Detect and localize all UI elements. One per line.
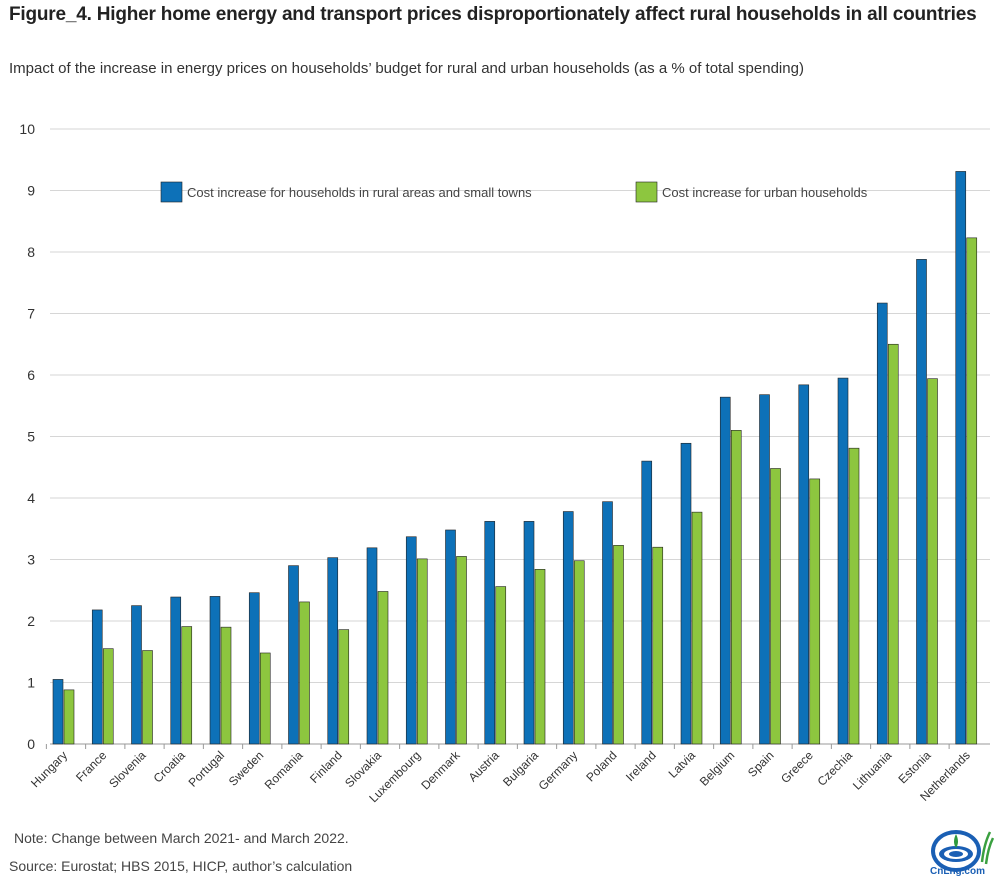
bar-urban: [299, 601, 310, 745]
bar-urban: [63, 689, 75, 745]
logo-text: CnLng.com: [930, 866, 985, 877]
bar-urban: [534, 569, 546, 745]
x-tick-label: Portugal: [186, 748, 228, 790]
bar-urban: [377, 591, 389, 745]
x-tick-label: Denmark: [418, 748, 463, 793]
bar-urban: [259, 652, 271, 745]
chart-source: Source: Eurostat; HBS 2015, HICP, author…: [9, 858, 353, 874]
bar-urban: [220, 626, 232, 745]
chart-title: Figure_4. Higher home energy and transpo…: [9, 4, 977, 25]
bar-rural: [445, 529, 456, 745]
bar-urban: [848, 447, 860, 745]
x-tick-label: Ireland: [623, 748, 659, 784]
y-tick-label: 8: [27, 244, 35, 260]
cnlng-logo-icon: CnLng.com: [928, 826, 995, 880]
y-tick-label: 3: [27, 552, 35, 568]
x-tick-label: Lithuania: [850, 748, 895, 793]
x-tick-label: Spain: [745, 748, 777, 780]
bar-urban: [730, 430, 742, 745]
legend-label: Cost increase for urban households: [662, 185, 868, 200]
bar-urban: [927, 378, 938, 745]
chart-note: Note: Change between March 2021- and Mar…: [14, 830, 349, 846]
bar-urban: [887, 343, 899, 745]
bar-rural: [327, 557, 339, 745]
bar-urban: [809, 478, 821, 745]
bar-rural: [209, 596, 221, 745]
x-tick-label: Sweden: [226, 748, 267, 789]
y-tick-label: 6: [27, 367, 35, 383]
x-tick-label: Estonia: [895, 748, 933, 786]
x-tick-label: Austria: [466, 748, 503, 785]
bar-rural: [91, 609, 103, 745]
y-tick-label: 9: [27, 183, 35, 199]
legend-swatch: [160, 181, 183, 203]
x-tick-label: Greece: [778, 748, 816, 786]
y-tick-label: 4: [27, 490, 35, 506]
x-tick-label: Romania: [262, 748, 306, 792]
x-tick-label: Finland: [307, 748, 345, 786]
x-tick-label: France: [73, 748, 110, 785]
bar-urban: [416, 558, 428, 745]
bar-rural: [288, 565, 299, 745]
bar-rural: [366, 547, 378, 745]
bar-rural: [602, 501, 613, 745]
bar-urban: [691, 511, 703, 745]
bar-urban: [770, 468, 781, 745]
y-tick-label: 1: [27, 675, 35, 691]
bar-rural: [405, 536, 417, 745]
x-tick-label: Latvia: [666, 748, 699, 781]
y-tick-label: 10: [19, 121, 35, 137]
bar-urban: [181, 626, 193, 745]
y-tick-label: 7: [27, 306, 35, 322]
bar-rural: [759, 394, 770, 745]
bar-urban: [573, 560, 585, 745]
bar-rural: [955, 171, 967, 745]
legend-swatch: [635, 181, 658, 203]
bar-rural: [680, 442, 692, 745]
bar-rural: [248, 592, 260, 745]
x-tick-label: Hungary: [28, 748, 70, 790]
bar-rural: [798, 384, 810, 745]
bar-rural: [916, 259, 927, 745]
bar-rural: [837, 377, 849, 745]
x-tick-label: Poland: [583, 748, 619, 784]
bar-rural: [131, 605, 142, 745]
bar-urban: [495, 586, 507, 745]
legend-label: Cost increase for households in rural ar…: [187, 185, 532, 200]
bar-urban: [613, 545, 624, 745]
bar-urban: [142, 650, 153, 745]
x-tick-label: Slovenia: [106, 748, 149, 791]
bar-rural: [876, 302, 888, 745]
x-tick-label: Germany: [536, 748, 581, 793]
bar-urban: [966, 237, 978, 745]
bar-rural: [523, 521, 535, 745]
bar-urban: [652, 546, 664, 745]
bar-rural: [562, 511, 574, 745]
bar-rural: [484, 521, 496, 745]
x-tick-label: Belgium: [697, 748, 738, 789]
bar-rural: [170, 596, 182, 745]
bar-urban: [456, 556, 467, 745]
y-tick-label: 0: [27, 736, 35, 752]
y-tick-label: 5: [27, 429, 35, 445]
bar-urban: [338, 629, 350, 745]
bar-urban: [102, 648, 114, 745]
y-tick-label: 2: [27, 613, 35, 629]
x-tick-label: Croatia: [151, 748, 188, 785]
bar-rural: [719, 396, 731, 745]
bar-rural: [641, 460, 653, 745]
chart-subtitle: Impact of the increase in energy prices …: [9, 60, 804, 77]
bar-rural: [52, 679, 64, 745]
